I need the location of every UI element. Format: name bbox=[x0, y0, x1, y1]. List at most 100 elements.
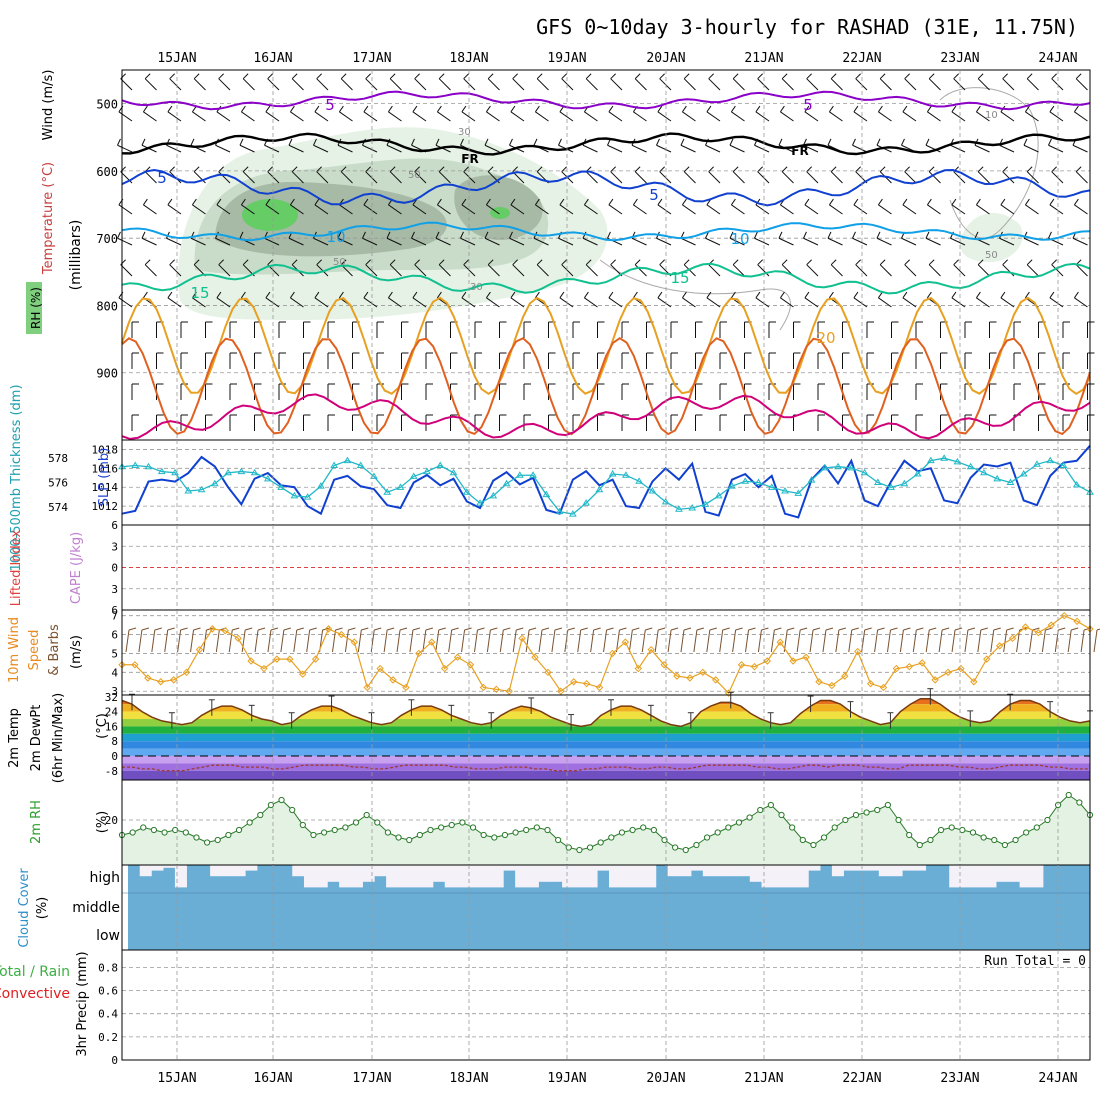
surface-wind-barb bbox=[125, 629, 130, 653]
surface-wind-barb-flag bbox=[412, 627, 421, 631]
bottom-day-labels: 15JAN 16JAN 17JAN 18JAN 19JAN 20JAN 21JAN 22JAN… bbox=[157, 1071, 1077, 1086]
wind-barb bbox=[117, 237, 133, 246]
wind-barb bbox=[510, 204, 525, 215]
top-day-label: 21JAN bbox=[744, 51, 783, 66]
temp-tick-label: 0 bbox=[111, 750, 118, 763]
wind-barb-flag bbox=[561, 166, 567, 173]
wind-barb bbox=[141, 237, 157, 246]
wind-barb bbox=[585, 78, 598, 91]
rh-point bbox=[1044, 816, 1051, 824]
wind-barb-flag bbox=[460, 138, 464, 146]
high-cloud-gap bbox=[796, 865, 809, 888]
surface-wind-barb bbox=[332, 629, 337, 653]
wind-barb-flag bbox=[314, 291, 320, 299]
wind-barb-flag bbox=[316, 73, 322, 80]
wind-barb-flag bbox=[512, 166, 518, 173]
surface-wind-barb-flag bbox=[929, 627, 937, 631]
temp-tick-label: -8 bbox=[105, 765, 118, 778]
wind-barb-flag bbox=[487, 259, 494, 266]
wind-speed-point bbox=[453, 653, 462, 661]
wind-barb bbox=[265, 204, 280, 215]
wind-barb-flag bbox=[291, 73, 298, 80]
wind-barb-flag bbox=[386, 231, 391, 239]
high-cloud-gap bbox=[233, 865, 246, 877]
wind-barb-flag bbox=[582, 231, 587, 239]
wind-barb bbox=[411, 237, 427, 246]
wind-barb-flag bbox=[681, 198, 687, 206]
wind-barb-flag bbox=[338, 291, 344, 299]
thickness-point bbox=[144, 462, 153, 470]
wind-barb-flag bbox=[240, 291, 246, 299]
thickness-point bbox=[237, 467, 246, 475]
wind-barb-flag bbox=[1002, 259, 1008, 266]
wind-barb bbox=[1051, 171, 1064, 184]
wind-speed-point bbox=[905, 662, 914, 671]
wind-barb bbox=[313, 237, 329, 246]
surface-wind-barb-flag bbox=[993, 627, 1001, 631]
wind-barb bbox=[999, 237, 1015, 246]
thickness-point bbox=[675, 505, 683, 512]
rh-point bbox=[246, 819, 253, 826]
wind-barb bbox=[708, 78, 721, 91]
rh-point bbox=[640, 824, 647, 831]
surface-wind-barb bbox=[164, 629, 169, 653]
wind-barb-flag bbox=[389, 73, 396, 80]
surface-wind-barb bbox=[732, 629, 737, 653]
wind-speed-point bbox=[970, 678, 978, 686]
thickness-point bbox=[993, 474, 1002, 482]
wind-barb-flag bbox=[559, 291, 565, 299]
surface-wind-barb-flag bbox=[812, 627, 821, 631]
wind-barb bbox=[830, 171, 843, 184]
surface-wind-barb-flag bbox=[438, 627, 446, 631]
wind-barb-flag bbox=[411, 231, 415, 239]
surface-wind-barb-flag bbox=[464, 627, 472, 631]
wind-barb bbox=[1023, 237, 1039, 246]
wind-barb bbox=[729, 144, 745, 153]
wind-barb-flag bbox=[1026, 166, 1033, 173]
wind-barb bbox=[193, 78, 206, 91]
wind-barb-flag bbox=[632, 291, 638, 299]
wind-barb bbox=[386, 237, 402, 246]
pressure-tick-label: 600 bbox=[96, 165, 118, 179]
wind-barb-flag bbox=[730, 291, 736, 299]
temp-tick-label: 16 bbox=[105, 720, 118, 733]
thickness-point bbox=[356, 461, 365, 468]
rh-point bbox=[884, 801, 891, 809]
wind-barb bbox=[316, 78, 329, 91]
wind-barb bbox=[976, 297, 990, 308]
contour-label: FR bbox=[791, 144, 808, 158]
wind-barb-flag bbox=[610, 166, 616, 173]
wind-speed-point bbox=[866, 679, 875, 688]
rh-area bbox=[122, 795, 1090, 865]
wind-barb bbox=[288, 237, 304, 246]
wind-barb-flag bbox=[730, 105, 736, 113]
wind-barb bbox=[927, 204, 941, 215]
wind-barb bbox=[804, 204, 819, 215]
wind-barb-flag bbox=[534, 291, 540, 299]
wind-barb bbox=[242, 171, 255, 184]
bottom-day-label: 23JAN bbox=[940, 1071, 979, 1086]
wind-barb-flag bbox=[218, 166, 224, 173]
wind-barb bbox=[314, 111, 329, 122]
wind-barb-flag bbox=[926, 198, 932, 206]
wind-barb bbox=[316, 264, 329, 277]
wind-barb bbox=[461, 204, 476, 215]
wind-speed-point bbox=[131, 661, 139, 669]
wind-barb bbox=[389, 264, 402, 277]
thickness-point bbox=[184, 487, 193, 494]
wind-barb bbox=[192, 297, 206, 308]
slp-axis-label: SLP (mb) bbox=[97, 448, 112, 507]
high-cloud-gap bbox=[210, 865, 223, 877]
wind-barb bbox=[463, 264, 476, 277]
wind-barb-flag bbox=[1026, 73, 1033, 80]
wind-barb-flag bbox=[510, 291, 516, 299]
top-day-label: 17JAN bbox=[352, 51, 391, 66]
wind-barb-flag bbox=[120, 259, 126, 266]
wind-barb-flag bbox=[1049, 198, 1055, 206]
wind-barb bbox=[582, 144, 598, 153]
rh-point bbox=[491, 834, 498, 841]
contour-label: 15 bbox=[670, 269, 689, 287]
rh-point bbox=[959, 826, 966, 834]
wind-barb bbox=[1075, 171, 1088, 184]
wind-speed-point bbox=[428, 638, 436, 646]
